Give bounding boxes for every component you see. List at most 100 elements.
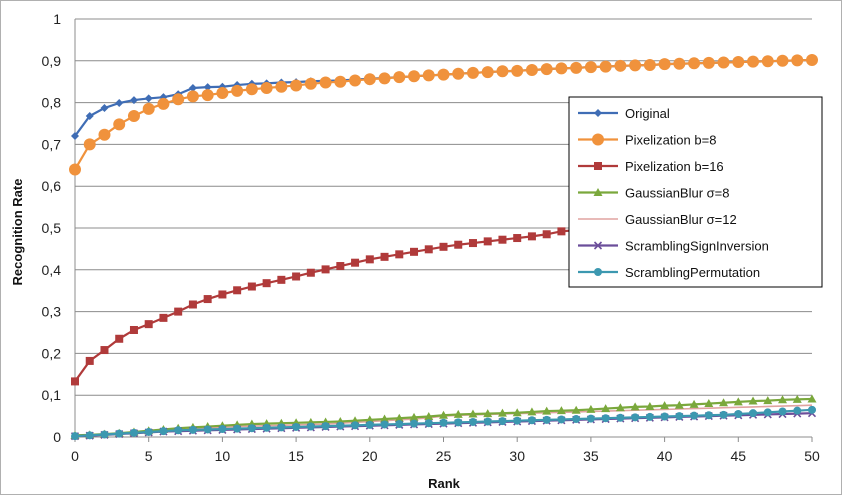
data-point bbox=[159, 313, 168, 322]
data-point bbox=[186, 90, 199, 103]
data-point bbox=[688, 57, 701, 70]
data-point bbox=[468, 417, 477, 426]
data-point bbox=[142, 102, 155, 115]
data-point bbox=[321, 422, 330, 431]
legend-label: Pixelization b=16 bbox=[625, 159, 724, 174]
data-point bbox=[380, 420, 389, 429]
data-point bbox=[556, 406, 566, 415]
data-point bbox=[172, 93, 185, 106]
data-point bbox=[410, 419, 419, 428]
data-point bbox=[719, 410, 728, 419]
data-point bbox=[747, 55, 760, 68]
legend-marker bbox=[593, 188, 603, 196]
legend-label: ScramblingSignInversion bbox=[625, 239, 769, 254]
data-point bbox=[732, 56, 745, 69]
legend-marker bbox=[592, 133, 604, 146]
legend-entry: ScramblingPermutation bbox=[578, 265, 760, 280]
axes bbox=[74, 19, 813, 442]
data-point bbox=[113, 118, 126, 131]
data-point bbox=[498, 235, 507, 244]
data-point bbox=[277, 423, 286, 432]
data-point bbox=[675, 412, 684, 421]
data-point bbox=[321, 265, 330, 274]
data-point bbox=[100, 104, 109, 113]
data-point bbox=[319, 76, 332, 89]
data-point bbox=[233, 286, 242, 295]
data-point bbox=[468, 409, 478, 418]
data-point bbox=[292, 422, 301, 431]
data-point bbox=[690, 411, 699, 420]
legend-label: Pixelization b=8 bbox=[625, 133, 716, 148]
data-point bbox=[527, 407, 537, 416]
data-point bbox=[702, 56, 715, 69]
data-point bbox=[704, 411, 713, 420]
data-point bbox=[631, 413, 640, 422]
data-point bbox=[466, 66, 479, 79]
data-point bbox=[424, 245, 433, 254]
data-point bbox=[615, 403, 625, 412]
data-point bbox=[247, 282, 256, 291]
data-point bbox=[188, 425, 197, 434]
data-point bbox=[71, 432, 79, 441]
legend-marker bbox=[594, 109, 602, 117]
data-point bbox=[660, 412, 669, 421]
data-point bbox=[85, 111, 94, 120]
data-point bbox=[98, 128, 111, 141]
data-point bbox=[645, 401, 655, 410]
x-tick-label: 20 bbox=[362, 448, 378, 464]
legend-label: GaussianBlur σ=12 bbox=[625, 212, 737, 227]
data-point bbox=[540, 63, 553, 76]
y-tick-label: 0,7 bbox=[42, 136, 62, 152]
data-point bbox=[542, 415, 551, 424]
x-tick-label: 50 bbox=[804, 448, 820, 464]
data-point bbox=[262, 279, 271, 288]
data-point bbox=[468, 239, 477, 248]
legend-entry: Pixelization b=8 bbox=[578, 133, 716, 148]
data-point bbox=[629, 59, 642, 72]
data-point bbox=[792, 394, 802, 403]
data-point bbox=[129, 96, 138, 105]
data-point bbox=[157, 97, 170, 110]
data-point bbox=[349, 74, 362, 87]
data-point bbox=[336, 421, 345, 430]
data-point bbox=[144, 320, 153, 329]
data-point bbox=[115, 99, 124, 108]
data-point bbox=[453, 409, 463, 418]
data-point bbox=[216, 86, 229, 99]
data-point bbox=[159, 427, 168, 436]
data-point bbox=[71, 132, 79, 141]
data-point bbox=[673, 57, 686, 70]
data-point bbox=[363, 73, 376, 86]
data-point bbox=[203, 295, 212, 304]
x-axis-title: Rank bbox=[428, 476, 461, 491]
data-point bbox=[439, 242, 448, 251]
data-point bbox=[557, 227, 566, 236]
data-point bbox=[570, 61, 583, 74]
data-point bbox=[127, 109, 140, 122]
data-point bbox=[351, 258, 360, 267]
x-tick-label: 45 bbox=[731, 448, 747, 464]
legend-marker bbox=[594, 268, 602, 276]
x-tick-label: 15 bbox=[288, 448, 304, 464]
legend-entry: GaussianBlur σ=8 bbox=[578, 186, 730, 201]
data-point bbox=[277, 275, 286, 284]
data-point bbox=[616, 413, 625, 422]
data-point bbox=[571, 405, 581, 414]
data-point bbox=[601, 404, 611, 413]
data-point bbox=[290, 79, 303, 92]
data-point bbox=[144, 427, 153, 436]
data-point bbox=[393, 71, 406, 84]
data-point bbox=[599, 60, 612, 73]
data-point bbox=[100, 430, 109, 439]
data-point bbox=[336, 262, 345, 271]
data-point bbox=[791, 54, 804, 67]
y-tick-label: 0,2 bbox=[42, 345, 62, 361]
data-point bbox=[778, 407, 787, 416]
data-point bbox=[365, 255, 374, 264]
data-point bbox=[734, 410, 743, 419]
y-tick-label: 0,9 bbox=[42, 53, 62, 69]
data-point bbox=[557, 415, 566, 424]
x-tick-label: 35 bbox=[583, 448, 599, 464]
x-tick-labels: 0 5 10 15 20 25 30 35 40 45 50 bbox=[71, 448, 820, 464]
